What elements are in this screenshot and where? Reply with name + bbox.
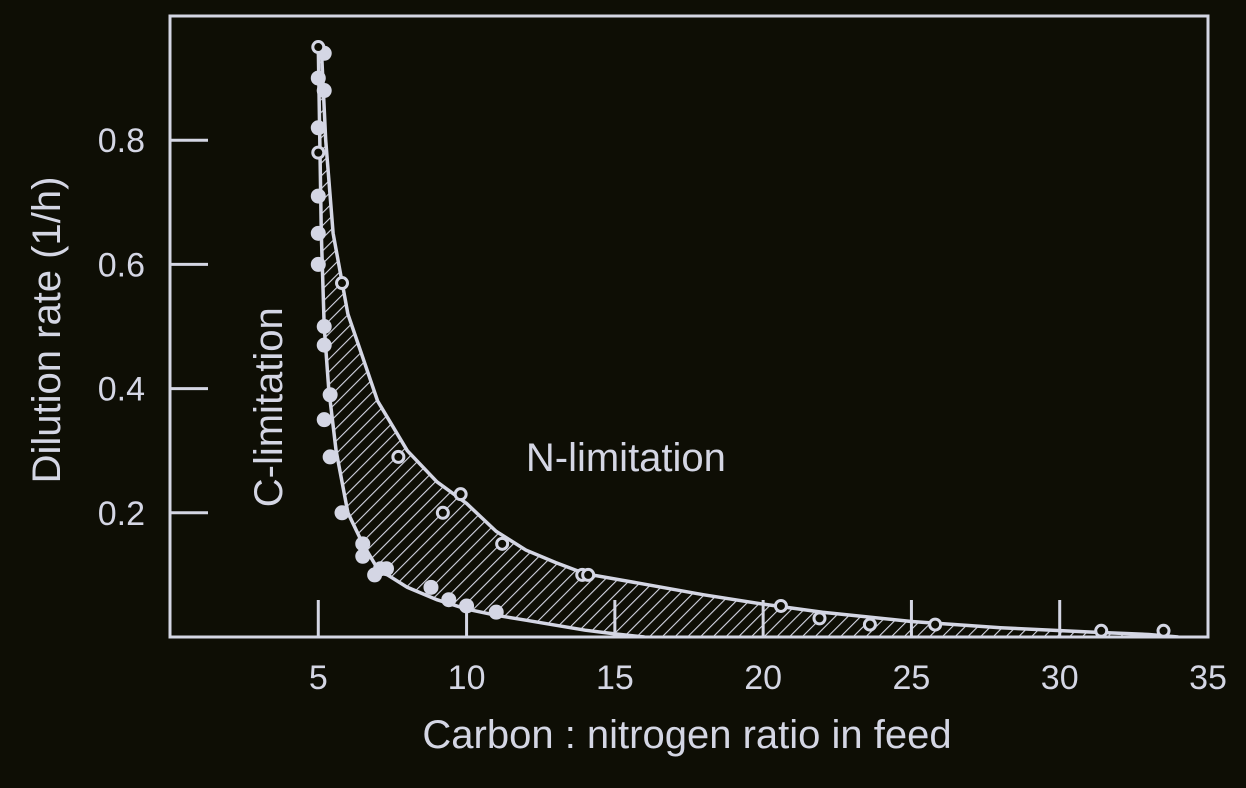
open-data-point	[311, 40, 326, 55]
filled-data-point	[488, 604, 504, 620]
x-tick-label: 10	[448, 659, 486, 697]
filled-data-point	[316, 412, 332, 428]
filled-data-point	[322, 387, 338, 403]
axes: 5 10 15 20 25 30 35 0.2 0.4 0.6 0.8	[98, 122, 1227, 697]
open-data-point	[1156, 623, 1171, 637]
x-axis-title: Carbon : nitrogen ratio in feed	[422, 713, 951, 757]
x-tick-label: 25	[893, 659, 931, 697]
filled-data-point	[316, 337, 332, 353]
filled-data-point	[310, 256, 326, 272]
open-data-point	[435, 505, 450, 520]
open-data-point	[581, 567, 596, 582]
open-data-point	[928, 617, 943, 632]
plot-frame	[168, 14, 1210, 639]
x-tick-label: 30	[1041, 659, 1079, 697]
open-data-point	[812, 611, 827, 626]
n-limitation-label: N-limitation	[526, 436, 726, 480]
filled-data-point	[334, 505, 350, 521]
open-data-point	[311, 145, 326, 160]
filled-data-point	[316, 319, 332, 334]
x-tick-label: 5	[309, 659, 328, 697]
hatched-region	[318, 47, 1179, 637]
filled-data-point	[310, 225, 326, 241]
open-data-point	[495, 536, 510, 551]
upper-boundary-curve	[319, 47, 1179, 637]
plot-area	[310, 40, 1179, 637]
y-tick-label: 0.8	[98, 122, 145, 160]
filled-data-point	[441, 592, 457, 608]
y-axis-title: Dilution rate (1/h)	[25, 177, 69, 484]
open-data-point	[773, 598, 788, 613]
x-tick-label: 20	[744, 659, 782, 697]
x-tick-label: 15	[596, 659, 634, 697]
y-tick-label: 0.2	[98, 495, 145, 533]
filled-data-point	[355, 548, 371, 564]
lower-boundary-curve	[316, 47, 645, 637]
open-data-point	[1094, 623, 1109, 637]
open-data-point	[391, 449, 406, 464]
filled-data-point	[322, 449, 338, 465]
c-limitation-label: C-limitation	[247, 307, 291, 507]
open-data-point	[453, 487, 468, 502]
filled-data-point	[310, 70, 326, 86]
open-data-point	[862, 617, 877, 632]
filled-data-point	[310, 120, 326, 136]
x-tick-label: 35	[1189, 659, 1227, 697]
filled-data-point	[378, 561, 394, 577]
y-tick-label: 0.4	[98, 371, 145, 409]
filled-data-point	[316, 83, 332, 99]
filled-data-point	[423, 579, 439, 595]
open-data-point	[335, 276, 350, 291]
filled-data-point	[355, 536, 371, 552]
filled-data-point	[310, 188, 326, 204]
y-tick-label: 0.6	[98, 246, 145, 284]
